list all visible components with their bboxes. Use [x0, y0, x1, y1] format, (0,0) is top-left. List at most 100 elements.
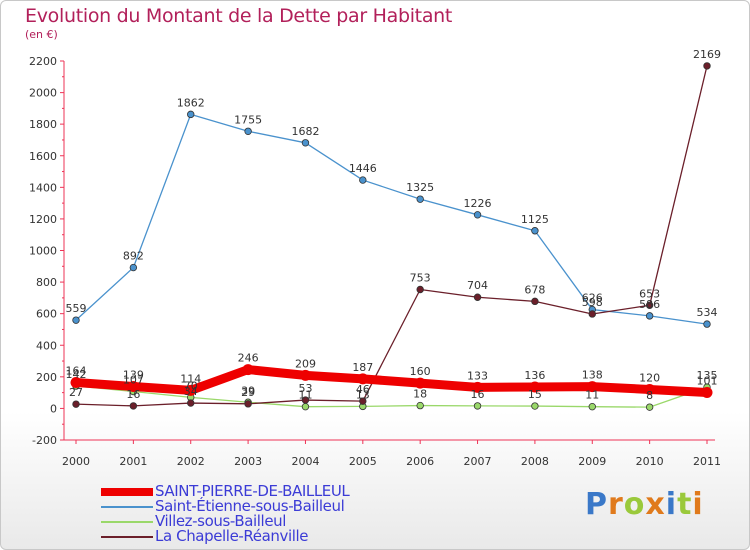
data-label-1-0: 559 [66, 302, 87, 315]
data-point-1-5 [359, 176, 367, 184]
data-label-2-3: 39 [241, 384, 255, 397]
x-tick-label: 2000 [62, 455, 90, 468]
series-line-0 [71, 365, 712, 397]
data-label-1-3: 1755 [234, 113, 262, 126]
data-point-0-11 [701, 386, 713, 398]
legend-label-villez: Villez-sous-Bailleul [155, 512, 287, 530]
data-label-2-5: 13 [356, 388, 370, 401]
y-tick-label: 2000 [29, 87, 57, 100]
data-label-3-2: 34 [184, 385, 198, 398]
data-label-1-4: 1682 [291, 125, 319, 138]
data-label-2-2: 70 [184, 379, 198, 392]
data-point-0-1 [127, 380, 139, 392]
data-label-0-4: 209 [295, 357, 316, 370]
data-label-2-9: 11 [585, 389, 599, 402]
data-label-3-7: 704 [467, 279, 488, 292]
data-label-0-10: 120 [639, 371, 660, 384]
data-point-0-6 [414, 377, 426, 389]
y-tick-label: -200 [32, 434, 57, 447]
series-line-3 [75, 65, 708, 407]
data-label-3-1: 16 [126, 388, 140, 401]
proxiti-logo: Proxiti [585, 487, 704, 522]
data-label-0-5: 187 [352, 361, 373, 374]
data-label-0-3: 246 [238, 352, 259, 365]
data-point-1-11 [703, 320, 711, 328]
data-point-3-0 [72, 400, 80, 408]
data-point-1-0 [72, 316, 80, 324]
data-point-0-8 [529, 381, 541, 393]
data-point-3-5 [359, 397, 367, 405]
data-point-2-10 [645, 403, 654, 411]
data-label-2-7: 16 [471, 388, 485, 401]
data-label-1-10: 586 [639, 298, 660, 311]
data-point-0-3 [242, 364, 254, 376]
data-label-3-8: 678 [524, 283, 545, 296]
data-label-0-7: 133 [467, 369, 488, 382]
data-point-3-10 [645, 301, 654, 309]
data-label-2-4: 11 [298, 389, 312, 402]
y-tick-label: 1800 [29, 118, 57, 131]
data-label-0-0: 164 [66, 365, 87, 378]
data-point-1-1 [129, 263, 138, 272]
data-label-2-11: 135 [697, 369, 718, 382]
series-points [70, 62, 713, 411]
data-point-1-8 [531, 227, 539, 235]
x-tick-label: 2004 [291, 455, 319, 468]
x-tick-label: 2009 [578, 455, 606, 468]
data-point-3-6 [416, 285, 424, 294]
y-tick-label: 0 [50, 402, 57, 415]
data-point-3-11 [703, 62, 711, 70]
logo-letter: P [585, 487, 608, 522]
data-label-1-9: 626 [582, 292, 603, 305]
data-point-0-2 [185, 384, 197, 396]
logo-letter: x [645, 487, 666, 522]
data-label-3-0: 27 [69, 386, 83, 399]
data-label-1-1: 892 [123, 250, 144, 263]
data-point-0-4 [299, 369, 311, 381]
series-line-1 [75, 113, 708, 325]
x-tick-label: 2003 [234, 455, 262, 468]
logo-letter: i [665, 487, 678, 522]
data-label-3-10: 653 [639, 287, 660, 300]
data-label-3-4: 53 [298, 382, 312, 395]
data-point-2-7 [473, 402, 482, 410]
data-label-1-11: 534 [697, 306, 718, 319]
x-tick-label: 2005 [349, 455, 377, 468]
data-point-2-6 [416, 401, 424, 410]
data-label-3-6: 753 [410, 272, 431, 285]
legend-swatch-villez [101, 521, 153, 523]
data-label-3-5: 46 [356, 383, 370, 396]
data-point-3-4 [301, 396, 310, 404]
data-point-2-8 [531, 402, 539, 410]
data-point-0-10 [644, 383, 656, 395]
data-point-1-4 [301, 139, 310, 147]
legend-label-saint-pierre: SAINT-PIERRE-DE-BAILLEUL [155, 482, 350, 500]
data-point-0-0 [70, 377, 82, 389]
x-tick-label: 2006 [406, 455, 434, 468]
data-label-1-6: 1325 [406, 181, 434, 194]
data-point-2-4 [301, 402, 310, 411]
y-tick-label: 400 [36, 339, 57, 352]
data-point-3-7 [473, 293, 482, 301]
data-point-1-7 [473, 211, 482, 219]
data-point-1-10 [645, 312, 654, 320]
data-label-2-10: 8 [646, 389, 653, 402]
logo-letter: i [692, 487, 704, 522]
data-label-0-9: 138 [582, 369, 603, 382]
x-tick-label: 2001 [119, 455, 147, 468]
data-point-3-2 [187, 399, 195, 407]
y-tick-label: 1000 [29, 245, 57, 258]
data-label-2-0: 142 [66, 368, 87, 381]
y-tick-label: 1200 [29, 213, 57, 226]
y-tick-label: 1600 [29, 150, 57, 163]
data-point-3-9 [588, 310, 596, 318]
data-point-2-9 [588, 402, 596, 411]
data-point-1-2 [187, 110, 195, 119]
data-label-3-9: 598 [582, 296, 603, 309]
series-lines [71, 65, 712, 408]
x-tick-label: 2010 [636, 455, 664, 468]
data-label-0-1: 139 [123, 368, 144, 381]
data-label-0-8: 136 [524, 369, 545, 382]
legend-swatch-saint-pierre [101, 488, 153, 496]
